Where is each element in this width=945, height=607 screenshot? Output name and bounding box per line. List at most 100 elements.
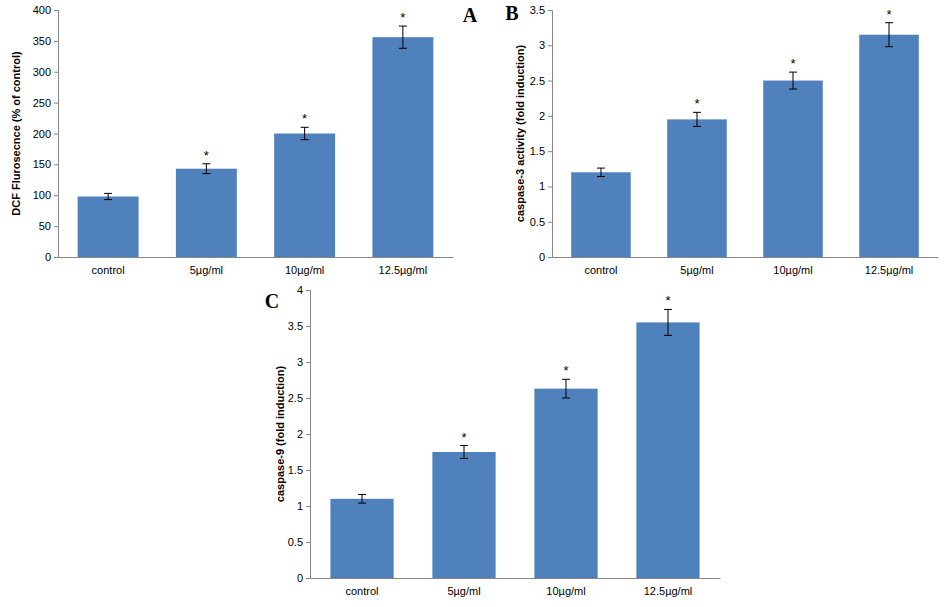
error-cap	[664, 335, 672, 336]
tick-mark	[306, 578, 310, 579]
tick: 12.5µg/ml	[865, 264, 914, 276]
tick-label: 1.5	[288, 464, 303, 476]
tick-mark	[548, 81, 552, 82]
error-cap	[399, 48, 407, 49]
tick-label: 3.5	[288, 320, 303, 332]
error-bar	[104, 193, 112, 199]
error-stem	[667, 309, 668, 335]
y-axis: 0 0.5 1 1.5 2 2.5 3 3.5	[530, 4, 553, 263]
error-bar	[562, 379, 570, 398]
error-cap	[597, 176, 605, 177]
error-cap	[562, 379, 570, 380]
y-axis-title: caspase-3 activity (fold induction)	[514, 45, 526, 223]
tick-mark	[306, 470, 310, 471]
x-axis: control 5µg/ml 10µg/ml 12.5µg/ml	[311, 579, 721, 598]
tick-mark	[54, 164, 58, 165]
tick-label: 5µg/ml	[447, 585, 480, 597]
bar	[78, 196, 139, 257]
tick-label: 1	[539, 180, 545, 192]
tick-mark	[54, 41, 58, 42]
tick-mark	[548, 151, 552, 152]
tick-mark	[54, 226, 58, 227]
tick: 10µg/ml	[546, 585, 585, 597]
tick-mark	[548, 257, 552, 258]
tick: 0.5	[288, 536, 310, 548]
error-bar	[399, 26, 407, 48]
panel-label: B	[505, 2, 518, 24]
error-stem	[402, 26, 403, 48]
tick: 3.5	[288, 320, 310, 332]
tick-label: 12.5µg/ml	[644, 585, 693, 597]
tick-label: 12.5µg/ml	[865, 264, 914, 276]
tick: 2	[297, 428, 310, 440]
bar	[571, 172, 631, 257]
tick-label: 150	[33, 158, 51, 170]
tick-label: 300	[33, 66, 51, 78]
bar	[859, 35, 919, 257]
tick: 12.5µg/ml	[644, 585, 693, 597]
axis-line	[553, 257, 939, 258]
tick-label: 2	[539, 110, 545, 122]
tick: 2.5	[288, 392, 310, 404]
error-bar	[202, 164, 210, 174]
tick-label: 350	[33, 35, 51, 47]
tick-label: 3	[297, 356, 303, 368]
tick-mark	[306, 290, 310, 291]
significance-mark: *	[204, 148, 209, 163]
plot-area	[571, 23, 919, 257]
error-bar	[664, 309, 672, 335]
error-cap	[202, 163, 210, 164]
error-cap	[301, 127, 309, 128]
tick-label: 5µg/ml	[680, 264, 713, 276]
tick: 1	[539, 180, 552, 192]
tick: 0.5	[530, 216, 552, 228]
bar	[534, 389, 597, 578]
tick-label: 3	[539, 39, 545, 51]
tick-label: 1.5	[530, 145, 545, 157]
error-cap	[885, 46, 893, 47]
plot-area	[78, 26, 434, 257]
axis-line	[548, 11, 553, 258]
tick: 1	[297, 500, 310, 512]
error-cap	[202, 173, 210, 174]
bar	[667, 119, 727, 257]
bar	[636, 322, 699, 578]
tick-label: control	[345, 585, 378, 597]
error-stem	[108, 193, 109, 199]
panel: 0 0.5 1 1.5 2 2.5 3 3.5 control5µg/ml10µg/ml12.5…	[530, 4, 939, 276]
tick: 250	[33, 97, 58, 109]
error-bar	[693, 112, 701, 126]
tick: 0	[539, 251, 552, 263]
panel: 00.511.522.533.54control5µg/ml10µg/ml12.…	[288, 284, 721, 597]
tick: 400	[33, 4, 58, 16]
tick-mark	[306, 362, 310, 363]
error-cap	[693, 112, 701, 113]
tick-label: 2.5	[530, 75, 545, 87]
tick-label: 2	[297, 428, 303, 440]
error-stem	[565, 379, 566, 398]
tick: 0	[297, 572, 310, 584]
tick-label: 3.5	[530, 4, 545, 16]
axis-line	[311, 578, 721, 579]
significance-mark: *	[665, 293, 670, 308]
significance-mark: *	[790, 56, 795, 71]
tick-label: 200	[33, 128, 51, 140]
tick: 0	[45, 251, 58, 263]
axis-line	[59, 257, 454, 258]
error-bar	[460, 446, 468, 459]
tick-label: 0	[45, 251, 51, 263]
tick-mark	[548, 10, 552, 11]
tick-mark	[306, 434, 310, 435]
tick-label: 1	[297, 500, 303, 512]
error-cap	[693, 126, 701, 127]
error-cap	[358, 503, 366, 504]
x-axis: control5µg/ml10µg/ml12.5µg/ml	[553, 258, 939, 277]
significance-mark: *	[694, 96, 699, 111]
tick-mark	[306, 326, 310, 327]
tick-label: 0.5	[530, 216, 545, 228]
tick-mark	[306, 398, 310, 399]
tick-label: 0	[539, 251, 545, 263]
tick: 3	[297, 356, 310, 368]
tick: 3.5	[530, 4, 552, 16]
tick-label: 12.5µg/ml	[379, 264, 428, 276]
